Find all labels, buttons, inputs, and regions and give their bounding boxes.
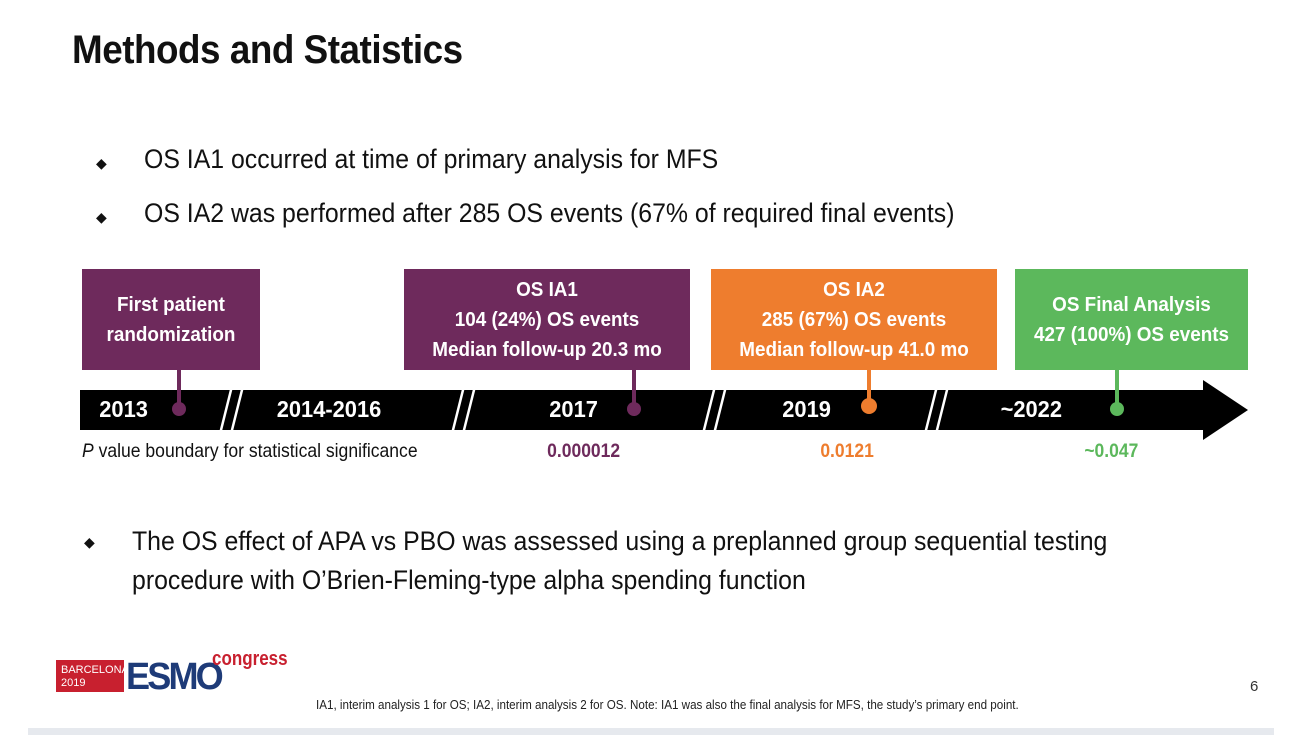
timeline-box-os-ia2: OS IA2 285 (67%) OS events Median follow… <box>711 269 997 370</box>
logo-year: 2019 <box>61 677 86 689</box>
bullet-icon: ◆ <box>84 534 95 550</box>
box-line: OS Final Analysis <box>1052 292 1211 316</box>
milestone-dot <box>861 398 877 414</box>
box-line: OS IA1 <box>516 277 578 301</box>
box-line: Median follow-up 20.3 mo <box>432 337 662 361</box>
box-line: First patient <box>117 292 225 316</box>
timeline-arrow <box>80 370 1248 440</box>
box-line: OS IA2 <box>823 277 885 301</box>
milestone-dot <box>627 402 641 416</box>
logo-esmo: ESMO <box>126 656 224 698</box>
bullet-text: OS IA1 occurred at time of primary analy… <box>144 144 719 174</box>
bottom-band <box>28 728 1274 735</box>
pvalue-italic-p: P <box>82 440 94 462</box>
box-line: 285 (67%) OS events <box>761 307 947 331</box>
footnote: IA1, interim analysis 1 for OS; IA2, int… <box>316 698 1019 712</box>
logo-congress: congress <box>212 648 288 670</box>
arrow-shape <box>80 380 1248 440</box>
box-line: 427 (100%) OS events <box>1033 322 1229 346</box>
bullet-text-line: The OS effect of APA vs PBO was assessed… <box>132 526 1108 556</box>
bullet-icon: ◆ <box>96 155 107 171</box>
pvalue-final: ~0.047 <box>1084 441 1139 462</box>
bullet-text: OS IA2 was performed after 285 OS events… <box>144 198 955 228</box>
pvalue-boundary-label: P value boundary for statistical signifi… <box>82 440 418 463</box>
milestone-dot <box>172 402 186 416</box>
logo-city: BARCELONA <box>61 664 129 676</box>
bullet-icon: ◆ <box>96 209 107 225</box>
bullet-text-block: The OS effect of APA vs PBO was assessed… <box>132 522 1107 600</box>
pvalue-label-text: value boundary for statistical significa… <box>93 440 418 462</box>
year-label: 2013 <box>99 396 148 422</box>
timeline-box-os-final: OS Final Analysis 427 (100%) OS events <box>1015 269 1248 370</box>
bullet-item: ◆ OS IA1 occurred at time of primary ana… <box>96 144 768 175</box>
logo-barcelona-block: BARCELONA 2019 <box>56 660 129 692</box>
pvalue-ia2: 0.0121 <box>820 441 874 462</box>
timeline-box-first-patient: First patient randomization <box>82 269 260 370</box>
milestone-dot <box>1110 402 1124 416</box>
box-line: randomization <box>106 322 236 346</box>
slide-title: Methods and Statistics <box>72 28 463 72</box>
page-number: 6 <box>1250 678 1259 695</box>
year-label: 2014-2016 <box>276 396 382 422</box>
year-label: 2017 <box>549 396 598 422</box>
bullet-text-line: procedure with O’Brien-Fleming-type alph… <box>132 565 806 595</box>
pvalue-ia1: 0.000012 <box>547 441 621 462</box>
timeline-breaks <box>218 385 950 435</box>
box-line: Median follow-up 41.0 mo <box>739 337 969 361</box>
year-label: ~2022 <box>1000 396 1062 422</box>
bullet-item: ◆ The OS effect of APA vs PBO was assess… <box>84 522 1192 600</box>
bullet-item: ◆ OS IA2 was performed after 285 OS even… <box>96 198 1025 229</box>
year-label: 2019 <box>782 396 831 422</box>
timeline-box-os-ia1: OS IA1 104 (24%) OS events Median follow… <box>404 269 690 370</box>
box-line: 104 (24%) OS events <box>454 307 640 331</box>
